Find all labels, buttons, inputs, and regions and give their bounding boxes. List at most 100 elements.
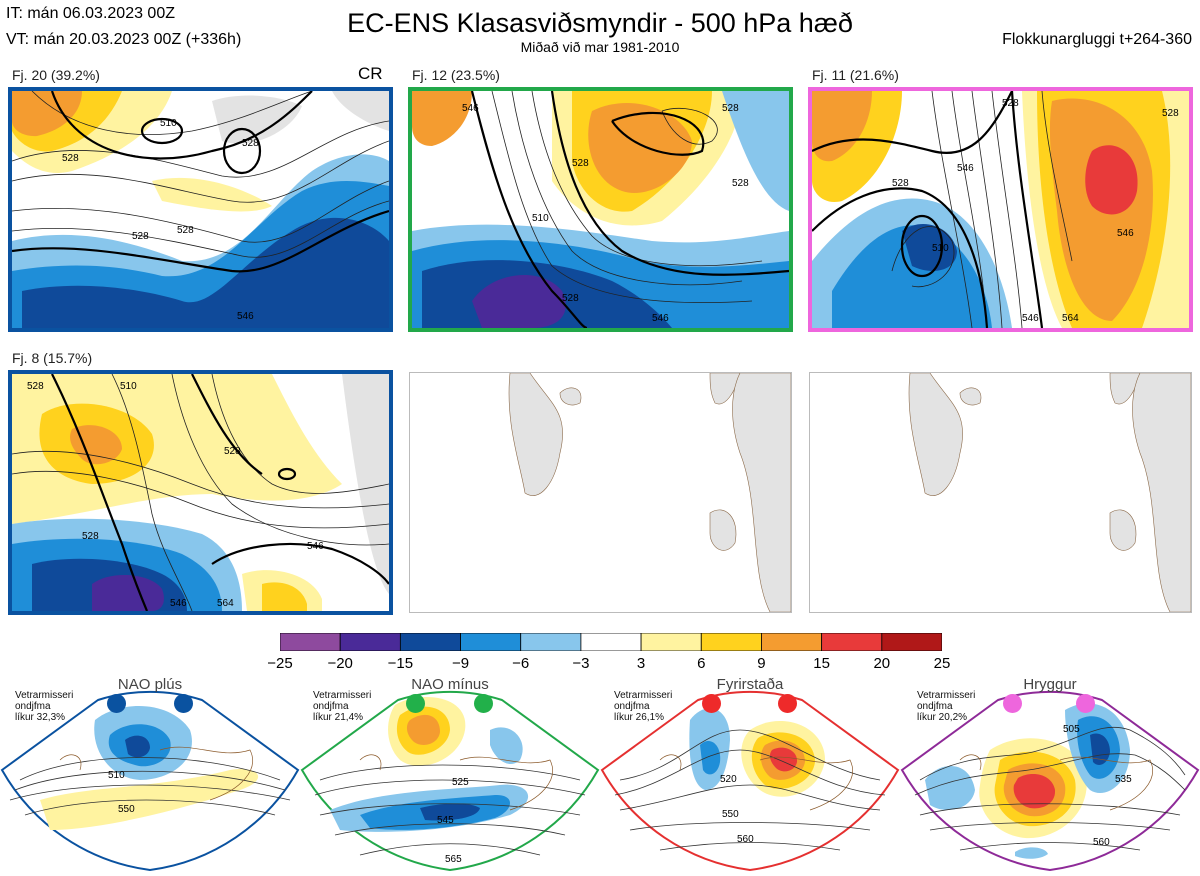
regime-title-1: NAO plús [117,676,183,693]
regime-title-3: Fyrirstaða [716,676,784,693]
regime-map-1: 510 550 [0,690,300,872]
regime-contour-label: 545 [437,815,454,826]
cluster-1-label: Fj. 20 (39.2%) [12,67,100,83]
colorbar-tick-label: −9 [451,655,470,672]
page-subtitle: Miðað við mar 1981-2010 [520,39,680,55]
regime-dot-4b [1076,694,1095,713]
regime-dot-4a [1003,694,1022,713]
regime-info-4: Vetrarmisseri ondjfma líkur 20,2% [917,690,975,723]
contour-label: 546 [170,598,187,609]
regime-map-3: 520 550 560 [600,690,900,872]
regime-info-line: Vetrarmisseri [313,690,372,701]
colorbar-segment [399,632,461,652]
contour-label: 528 [242,138,259,149]
contour-label: 528 [132,231,149,242]
contour-label: 546 [1022,313,1039,324]
colorbar-segment [580,632,642,652]
empty-map-2 [809,372,1192,613]
contour-label: 546 [1117,228,1134,239]
colorbar-tick-label: −3 [572,655,590,672]
regime-contour-label: 550 [118,804,135,815]
contour-label: 510 [160,118,177,129]
cluster-map-1: 528 510 528 528 528 546 [8,87,393,332]
contour-label: 528 [177,225,194,236]
regime-info-line: ondjfma [614,701,650,712]
contour-label: 564 [1062,313,1079,324]
colorbar-segment [821,632,883,652]
empty-map-1 [409,372,792,613]
colorbar-segment [761,632,823,652]
colorbar-segment [339,632,401,652]
contour-label: 528 [892,178,909,189]
contour-label: 510 [120,381,137,392]
regime-contour-label: 535 [1115,774,1132,785]
regime-info-line: Vetrarmisseri [15,690,74,701]
contour-label: 510 [932,243,949,254]
regime-contour-label: 510 [108,770,125,781]
contour-label: 546 [462,103,479,114]
colorbar-tick-label: 3 [636,655,646,672]
regime-info-line: ondjfma [15,701,51,712]
colorbar-tick-label: 6 [697,655,706,672]
colorbar-tick-label: −20 [327,655,353,672]
regime-info-line: ondjfma [313,701,349,712]
colorbar-tick-label: 9 [757,655,766,672]
init-time: IT: mán 06.03.2023 00Z [6,5,175,22]
contour-label: 528 [27,381,44,392]
regime-info-line: líkur 26,1% [614,712,665,723]
colorbar-tick-label: −6 [512,655,530,672]
contour-label: 546 [237,311,254,322]
regime-dot-2b [474,694,493,713]
regime-contour-label: 550 [722,809,739,820]
regime-dot-1a [107,694,126,713]
page-title: EC-ENS Klasasviðsmyndir - 500 hPa hæð [347,8,853,38]
regime-contour-label: 505 [1063,724,1080,735]
contour-label: 564 [217,598,234,609]
cluster-window: Flokkunargluggi t+264-360 [1002,31,1192,48]
colorbar-tick-label: 25 [933,655,951,672]
cluster-map-4: 528 510 528 528 546 546 564 [8,370,393,615]
regime-contour-label: 560 [1093,837,1110,848]
regime-contour-label: 560 [737,834,754,845]
colorbar-segment [700,632,762,652]
regime-map-2: 525 545 565 [300,690,600,872]
regime-dot-3a [702,694,721,713]
colorbar-tick-label: −25 [267,655,293,672]
cluster-map-2: 546 528 528 510 528 528 546 [408,87,793,332]
regime-info-1: Vetrarmisseri ondjfma líkur 32,3% [15,690,73,723]
contour-label: 510 [532,213,549,224]
regime-contour-label: 525 [452,777,469,788]
regime-map-4: 505 535 560 [900,690,1200,872]
contour-label: 528 [562,293,579,304]
contour-label: 528 [1162,108,1179,119]
contour-label: 528 [224,446,241,457]
colorbar-segment [881,632,943,652]
contour-label: 528 [62,153,79,164]
colorbar-segment [279,632,341,652]
colorbar-tick-label: −15 [387,655,414,672]
contour-label: 546 [307,541,324,552]
regime-dot-3b [778,694,797,713]
contour-label: 528 [572,158,589,169]
contour-label: 546 [652,313,669,324]
cluster-1-tag: CR [358,64,383,83]
colorbar-tick-label: 20 [873,655,891,672]
regime-info-line: Vetrarmisseri [614,690,673,701]
regime-info-2: Vetrarmisseri ondjfma líkur 21,4% [313,690,371,723]
colorbar-segment [520,632,582,652]
contour-label: 528 [1002,98,1019,109]
contour-label: 546 [957,163,974,174]
contour-label: 528 [82,531,99,542]
regime-info-line: líkur 32,3% [15,712,66,723]
regime-info-line: Vetrarmisseri [917,690,976,701]
regime-contour-label: 565 [445,854,462,865]
cluster-4-label: Fj. 8 (15.7%) [12,350,93,366]
regime-dot-1b [174,694,193,713]
colorbar-tick-label: 15 [813,655,830,672]
regime-info-3: Vetrarmisseri ondjfma líkur 26,1% [614,690,672,723]
valid-time: VT: mán 20.03.2023 00Z (+336h) [6,31,242,48]
contour-label: 528 [732,178,749,189]
cluster-map-3: 528 510 528 546 546 528 546 564 [808,87,1193,332]
regime-dot-2a [406,694,425,713]
contour-label: 528 [722,103,739,114]
